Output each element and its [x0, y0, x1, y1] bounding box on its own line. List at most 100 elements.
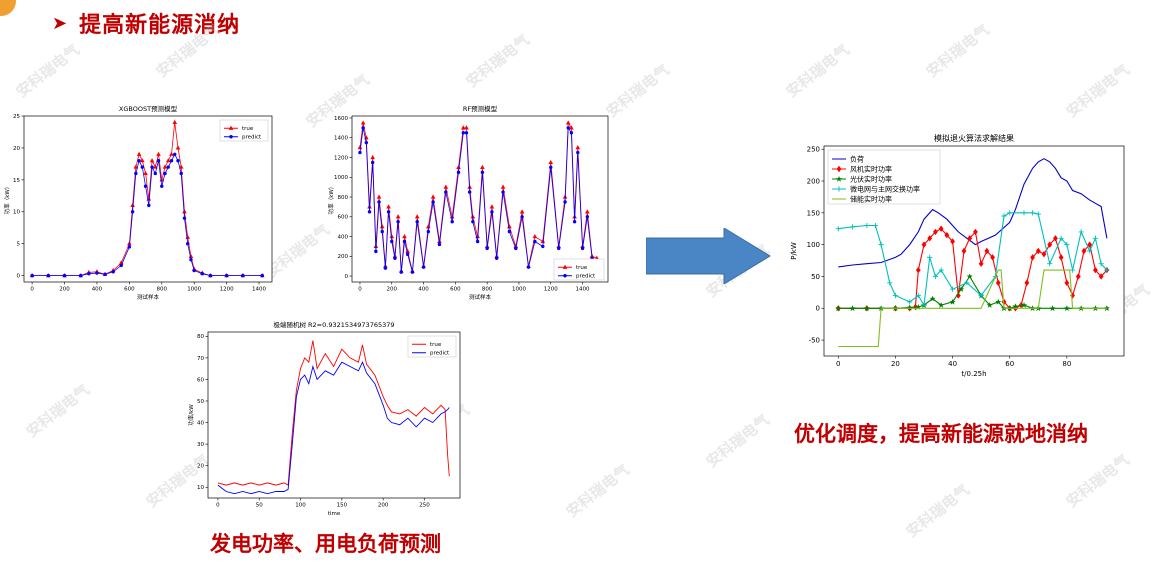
legend-label: predict	[430, 351, 450, 357]
data-point	[566, 126, 570, 130]
y-tick-label: 50	[811, 273, 820, 281]
data-point	[46, 273, 51, 278]
watermark-text: 安科瑞电气	[462, 30, 533, 92]
data-point	[386, 210, 391, 214]
x-tick-label: 800	[157, 287, 168, 293]
data-point	[192, 268, 196, 273]
y-tick-label: 1400	[334, 136, 348, 142]
data-point	[189, 257, 193, 262]
data-point	[410, 270, 415, 274]
data-point	[585, 209, 590, 214]
y-tick-label: 15	[13, 178, 20, 184]
x-tick-label: 800	[482, 287, 493, 293]
series-储能实时功率	[838, 269, 1107, 348]
data-point	[467, 190, 472, 194]
legend-label: true	[430, 342, 442, 348]
data-point	[580, 246, 585, 251]
data-point	[176, 158, 180, 163]
data-point	[1041, 250, 1047, 258]
y-tick-label: 50	[197, 399, 204, 405]
legend-label: predict	[576, 274, 596, 280]
data-point	[383, 266, 388, 270]
data-point	[430, 194, 436, 199]
data-point	[30, 273, 34, 278]
y-tick-label: 40	[197, 420, 204, 426]
flow-arrow-icon	[646, 228, 771, 284]
x-tick-label: 0	[216, 503, 220, 509]
data-point	[456, 170, 461, 175]
data-point	[470, 214, 476, 219]
chart-title: 模拟退火算法求解结果	[934, 133, 1014, 143]
y-tick-label: 20	[13, 146, 20, 152]
data-point	[1081, 247, 1087, 255]
data-point	[1024, 279, 1030, 287]
data-point	[137, 158, 141, 163]
data-point	[978, 292, 984, 299]
data-point	[485, 246, 489, 251]
data-point	[456, 164, 461, 169]
data-point	[111, 270, 115, 274]
y-tick-label: 800	[338, 195, 349, 201]
y-tick-label: 1200	[334, 155, 348, 161]
data-point	[575, 145, 581, 150]
data-point	[374, 249, 378, 254]
legend-marker	[228, 125, 234, 130]
y-tick-label: 60	[197, 377, 204, 383]
chart-title: RF预测模型	[463, 104, 498, 113]
y-tick-label: -50	[809, 337, 820, 345]
data-point	[507, 229, 512, 234]
y-tick-label: 600	[338, 215, 349, 221]
data-point	[569, 131, 574, 135]
y-axis-label: 功率/kW	[187, 404, 195, 426]
data-point	[494, 256, 499, 260]
data-point	[938, 267, 944, 273]
data-point	[140, 165, 145, 169]
data-point	[540, 238, 546, 244]
data-point	[173, 152, 177, 157]
x-tick-label: 1000	[512, 287, 526, 293]
data-point	[961, 247, 967, 255]
data-point	[421, 265, 426, 269]
legend-label: true	[242, 126, 254, 132]
data-point	[186, 241, 190, 246]
data-point	[958, 286, 965, 292]
data-point	[501, 190, 505, 194]
data-point	[955, 292, 961, 299]
y-tick-label: 80	[197, 334, 204, 340]
data-point	[1049, 305, 1056, 312]
data-point	[241, 273, 245, 278]
x-tick-label: 1400	[576, 287, 590, 293]
data-point	[849, 305, 856, 312]
data-point	[990, 254, 995, 261]
x-tick-label: 20	[891, 360, 900, 368]
data-point	[103, 272, 107, 277]
watermark-text: 安科瑞电气	[12, 40, 83, 102]
data-point	[921, 302, 927, 308]
data-point	[405, 248, 410, 253]
legend-marker	[836, 176, 842, 182]
y-tick-label: 250	[807, 146, 820, 154]
legend-box	[407, 335, 457, 358]
data-point	[585, 215, 590, 219]
data-point	[541, 244, 545, 249]
data-point	[127, 245, 132, 249]
x-tick-label: 400	[92, 287, 103, 293]
watermark-text: 安科瑞电气	[1062, 60, 1133, 122]
x-tick-label: 50	[256, 503, 263, 509]
data-point	[978, 260, 984, 267]
legend-marker	[229, 135, 233, 139]
x-tick-label: 1200	[220, 287, 234, 293]
elm-chart-panel: 极端随机树 R2=0.9321534973765379 0 50 100 150 200 2…	[186, 314, 468, 526]
x-tick-label: 600	[450, 287, 461, 293]
data-point	[864, 222, 870, 229]
data-point	[835, 305, 842, 312]
data-point	[964, 280, 970, 286]
data-point	[892, 292, 899, 299]
series-predict	[217, 361, 450, 495]
data-point	[1058, 254, 1064, 261]
data-point	[569, 125, 574, 130]
y-tick-label: 10	[13, 210, 20, 216]
data-point	[62, 273, 67, 278]
data-point	[415, 220, 419, 224]
y-tick-label: 5	[17, 242, 21, 248]
